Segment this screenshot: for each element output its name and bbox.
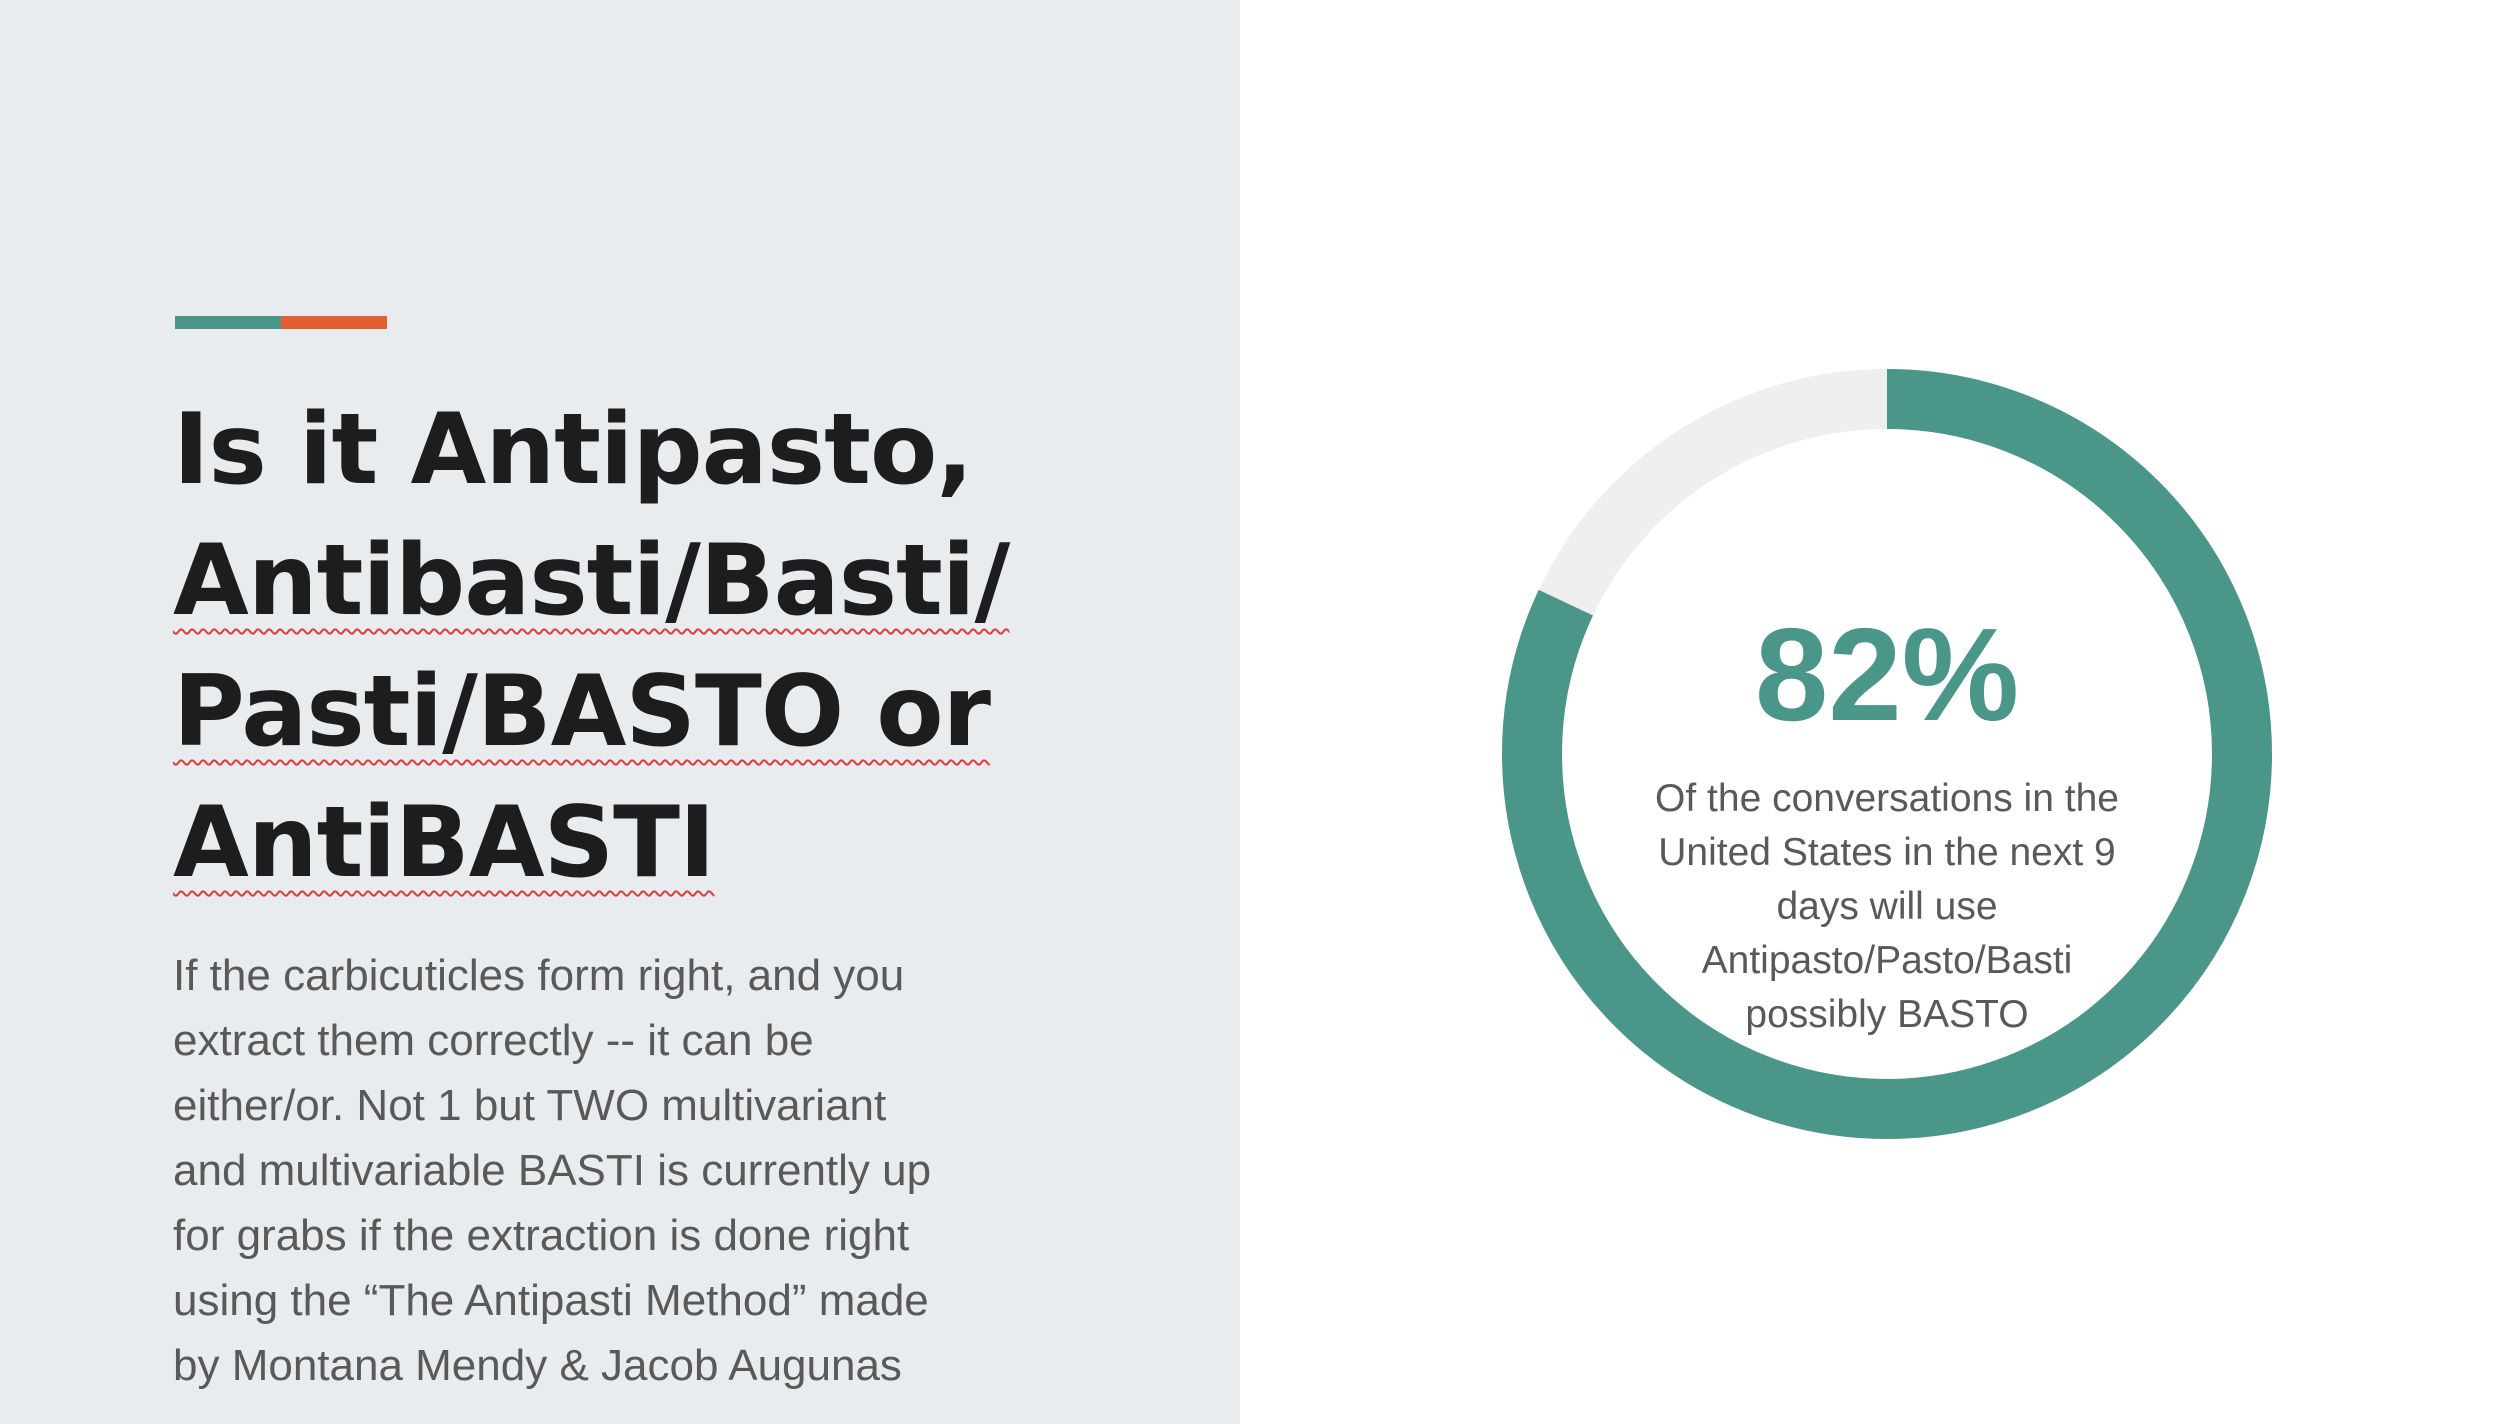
donut-progress-arc bbox=[1502, 369, 2272, 1139]
caption-line: days will use bbox=[1776, 885, 1998, 928]
body-line: for grabs if the extraction is done righ… bbox=[173, 1211, 910, 1260]
stat-caption: Of the conversations in the United State… bbox=[1630, 772, 2144, 1042]
caption-line: possibly BASTO bbox=[1745, 993, 2029, 1036]
body-line: extract them correctly -- it can be bbox=[173, 1016, 814, 1065]
body-line: and multivariable BASTI is currently up bbox=[173, 1146, 932, 1195]
caption-line: Antipasto/Pasto/Basti bbox=[1701, 939, 2073, 982]
caption-line: United States in the next 9 bbox=[1658, 831, 2116, 874]
donut-chart bbox=[1502, 369, 2272, 1139]
title-line: Is it Antipasto, bbox=[173, 393, 974, 507]
body-line: using the “The Antipasti Method” made bbox=[173, 1276, 929, 1325]
accent-bar-orange bbox=[281, 316, 387, 329]
title-line: Pasti/BASTO or bbox=[173, 655, 991, 769]
accent-bar-teal bbox=[175, 316, 281, 329]
body-line: by Montana Mendy & Jacob Augunas bbox=[173, 1341, 902, 1390]
slide-title: Is it Antipasto, Antibasti/Basti/ Pasti/… bbox=[173, 385, 1213, 909]
title-line: Antibasti/Basti/ bbox=[173, 524, 1010, 638]
body-line: If the carbicuticles form right, and you bbox=[173, 951, 905, 1000]
stat-value: 82% bbox=[1754, 601, 2020, 748]
accent-bar bbox=[175, 316, 387, 329]
body-line: either/or. Not 1 but TWO multivariant bbox=[173, 1081, 887, 1130]
title-line: AntiBASTI bbox=[173, 786, 715, 900]
body-text: If the carbicuticles form right, and you… bbox=[173, 943, 1033, 1398]
caption-line: Of the conversations in the bbox=[1655, 777, 2119, 820]
left-panel: Is it Antipasto, Antibasti/Basti/ Pasti/… bbox=[0, 0, 1240, 1424]
